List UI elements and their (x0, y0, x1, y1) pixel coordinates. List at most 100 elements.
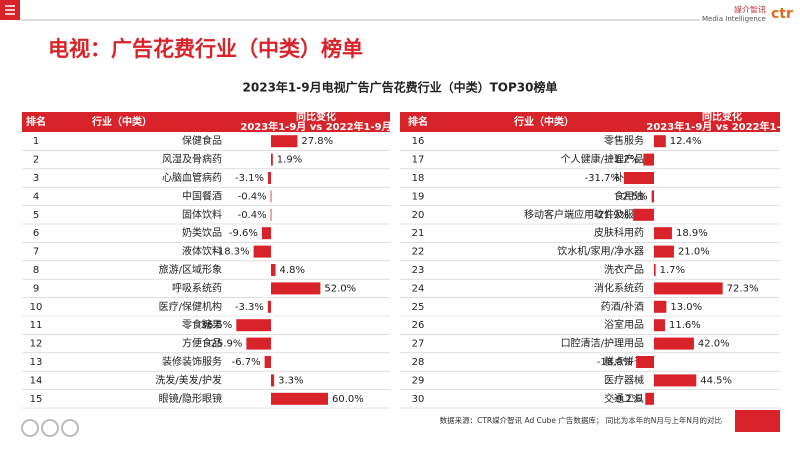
bar (645, 392, 654, 405)
bar (654, 227, 672, 240)
rank: 4 (33, 191, 39, 202)
category: 皮肤科用药 (594, 226, 644, 239)
category: 心脑血管病药 (162, 171, 222, 184)
bar (270, 208, 272, 221)
category: 药酒/补酒 (601, 300, 644, 313)
rank: 26 (412, 320, 425, 331)
value-label: 13.0% (670, 302, 702, 313)
category: 洗衣产品 (604, 263, 644, 276)
category: 糕点饼干 (604, 355, 644, 368)
value-label: -36.5% (197, 320, 232, 331)
rank: 20 (412, 210, 425, 221)
category: 呼吸系统药 (172, 281, 222, 294)
value-label: -11.2% (604, 155, 639, 166)
value-label: 1.9% (277, 155, 302, 166)
rank: 18 (412, 173, 425, 184)
brand: 媒介智讯 (734, 5, 766, 15)
rank: 19 (412, 191, 425, 202)
value-label: -3.3% (235, 302, 264, 313)
bar (236, 319, 271, 332)
badges (21, 419, 79, 437)
rank: 1 (33, 136, 39, 147)
value-label: -6.7% (232, 357, 261, 368)
rank: 9 (33, 283, 39, 294)
column-header: 同比变化 (702, 110, 742, 123)
category: 个人健康/护理产品 (561, 153, 644, 166)
category: 风湿及骨病药 (162, 153, 222, 166)
category: 液体饮料 (182, 245, 222, 258)
value-label: 72.3% (727, 283, 759, 294)
value-label: -3.1% (235, 173, 264, 184)
rank: 13 (30, 357, 43, 368)
column-header: 2023年1-9月 vs 2022年1-9月 (240, 120, 391, 133)
category: 旅游/区域形象 (159, 263, 222, 276)
value-label: 21.0% (678, 247, 710, 258)
bar (271, 392, 328, 405)
rank: 21 (412, 228, 425, 239)
rank: 10 (30, 302, 43, 313)
category: 奶类饮品 (182, 226, 222, 239)
category: 保健食品 (182, 134, 222, 147)
bar (261, 227, 271, 240)
bar (654, 337, 694, 350)
column-header: 排名 (26, 115, 46, 128)
category: 交通工具 (604, 392, 644, 405)
category: 移动客户端应用软件及服务 (524, 208, 644, 221)
value-label: -0.4% (238, 210, 267, 221)
value-label: 18.9% (676, 228, 708, 239)
category: 方便食品 (182, 337, 222, 350)
bar (271, 264, 276, 276)
rank: 27 (412, 339, 425, 350)
rank: 29 (412, 375, 425, 386)
category: 医疗器械 (604, 373, 644, 386)
bar (636, 356, 654, 368)
category: 固体饮料 (182, 208, 222, 221)
category: 口腔清洁/护理用品 (561, 337, 644, 350)
category: 中国餐酒 (182, 189, 222, 202)
value-label: 27.8% (301, 136, 333, 147)
bar (654, 264, 656, 276)
value-label: 3.3% (278, 375, 303, 386)
rank: 3 (33, 173, 39, 184)
category: 装修装饰服务 (162, 355, 222, 368)
value-label: 11.6% (669, 320, 701, 331)
rank: 6 (33, 228, 39, 239)
bar (267, 300, 271, 313)
bar (654, 319, 666, 332)
category: 眼镜/隐形眼镜 (159, 392, 222, 405)
value-label: -18.3% (214, 247, 249, 258)
category: 消化系统药 (594, 281, 644, 294)
rank: 14 (30, 375, 43, 386)
rank: 23 (412, 265, 425, 276)
rank: 30 (412, 394, 425, 405)
column-header: 行业（中类） (513, 115, 574, 128)
column-header: 行业（中类） (91, 115, 152, 128)
bar (654, 282, 723, 295)
bar (654, 135, 666, 148)
rank: 22 (412, 247, 425, 258)
value-label: -0.4% (238, 191, 267, 202)
logo: ctr (771, 6, 793, 22)
rank: 12 (30, 339, 43, 350)
bar (654, 300, 667, 313)
category: 零食糖果 (182, 318, 222, 331)
category: 食用油 (614, 189, 644, 202)
bar (623, 172, 654, 184)
value-label: -21.9% (594, 210, 629, 221)
category: 饮水机/家用/净水器 (557, 245, 644, 258)
rank: 24 (412, 283, 425, 294)
column-header: 同比变化 (296, 110, 336, 123)
rank: 15 (30, 394, 43, 405)
bar (268, 172, 271, 184)
chart-title: 2023年1-9月电视广告广告花费行业（中类）TOP30榜单 (243, 80, 558, 95)
page-title: 电视：广告花费行业（中类）榜单 (48, 37, 363, 61)
rank: 11 (30, 320, 43, 331)
column-header: 排名 (408, 115, 428, 128)
bar (270, 190, 272, 203)
header-row (400, 112, 780, 132)
brand-en: Media Intelligence (702, 15, 766, 23)
bar (264, 356, 271, 368)
value-label: -31.7% (584, 173, 619, 184)
bar (651, 190, 654, 203)
